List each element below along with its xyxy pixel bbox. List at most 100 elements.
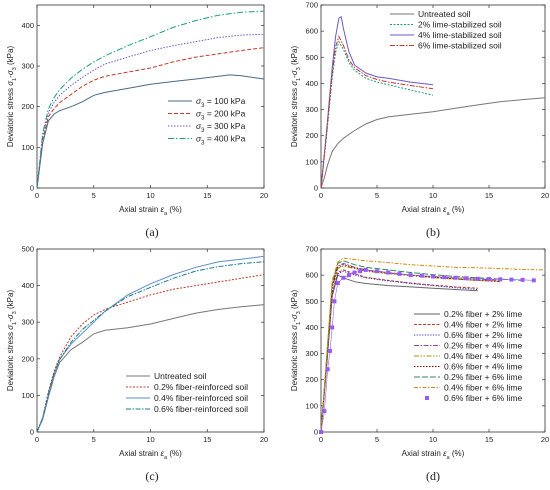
y-tick-label: 500 [21, 245, 34, 254]
data-point [375, 269, 379, 274]
legend-label: 0.6% fiber + 4% lime [444, 362, 522, 372]
y-tick-label: 600 [305, 271, 318, 280]
y-tick-label: 400 [305, 79, 318, 88]
data-point [442, 275, 447, 280]
y-tick-label: 100 [21, 391, 34, 400]
x-tick-label: 15 [485, 435, 493, 444]
y-tick-label: 200 [305, 375, 318, 384]
data-point [509, 277, 514, 282]
x-tick-label: 5 [375, 435, 379, 444]
data-point [327, 348, 332, 353]
panel-label: (b) [426, 225, 440, 239]
plot-frame [36, 4, 265, 189]
data-point [520, 277, 525, 282]
series-line [36, 47, 265, 189]
series-line [320, 270, 478, 433]
x-tick-label: 20 [260, 191, 268, 200]
series-line [36, 10, 265, 189]
y-tick-label: 100 [305, 157, 318, 166]
x-tick-label: 20 [541, 435, 549, 444]
legend-label: 0.2% fiber-reinforced soil [154, 382, 248, 392]
y-tick-label: 500 [305, 297, 318, 306]
legend-label: 0.2% fiber + 6% lime [444, 372, 522, 382]
y-axis-title: Deviatoric stress σ1-σ3 (kPa) [290, 46, 302, 148]
y-tick-label: 100 [21, 143, 34, 152]
series-line [36, 33, 265, 189]
data-point [363, 267, 368, 272]
x-tick-label: 20 [541, 191, 549, 200]
x-tick-label: 0 [35, 191, 39, 200]
x-tick-label: 5 [375, 191, 379, 200]
x-tick-label: 15 [203, 191, 211, 200]
data-point [322, 409, 327, 414]
x-tick-label: 0 [319, 435, 323, 444]
x-tick-label: 0 [319, 191, 323, 200]
y-axis-title: Deviatoric stress σ1-σ3 (kPa) [6, 46, 18, 148]
data-point [431, 274, 435, 279]
data-point [498, 277, 503, 282]
data-point [358, 269, 363, 274]
data-point [453, 275, 458, 280]
y-tick-label: 0 [30, 184, 34, 193]
series-line [320, 257, 546, 433]
legend-label: 0.4% fiber-reinforced soil [154, 393, 248, 403]
series-line [320, 97, 546, 189]
x-tick-label: 0 [35, 435, 39, 444]
x-axis-title: Axial strain εa (%) [402, 449, 465, 461]
series-line [320, 40, 434, 189]
data-point [419, 273, 424, 278]
series-line [36, 304, 265, 433]
x-tick-label: 5 [92, 191, 96, 200]
y-tick-label: 200 [21, 102, 34, 111]
y-tick-label: 0 [314, 428, 318, 437]
legend-label: σ3 = 400 kPa [196, 134, 246, 147]
y-tick-label: 200 [21, 354, 34, 363]
data-point [325, 367, 330, 372]
x-axis-title: Axial strain εa (%) [119, 205, 182, 217]
y-tick-label: 300 [305, 105, 318, 114]
y-tick-label: 500 [305, 53, 318, 62]
y-tick-label: 300 [305, 349, 318, 358]
x-tick-label: 10 [429, 435, 437, 444]
data-point [531, 278, 536, 283]
x-tick-label: 10 [146, 191, 154, 200]
y-tick-label: 100 [305, 401, 318, 410]
data-point [408, 273, 413, 278]
data-point [352, 270, 357, 275]
y-tick-label: 200 [305, 131, 318, 140]
x-tick-label: 15 [203, 435, 211, 444]
x-tick-label: 5 [92, 435, 96, 444]
series-line [320, 16, 434, 189]
x-tick-label: 15 [485, 191, 493, 200]
y-tick-label: 0 [30, 428, 34, 437]
panel-label: (d) [426, 469, 440, 483]
x-tick-label: 10 [146, 435, 154, 444]
data-point [475, 276, 480, 281]
series-line [36, 74, 265, 189]
y-tick-label: 300 [21, 62, 34, 71]
data-point [341, 275, 346, 280]
legend-label: 2% lime-stabilized soil [418, 20, 502, 30]
legend-label: 0.2% fiber + 2% lime [444, 309, 522, 319]
legend-label: 0.6% fiber-reinforced soil [154, 404, 248, 414]
data-point [464, 276, 469, 281]
x-tick-label: 10 [429, 191, 437, 200]
legend-label: 0.2% fiber + 4% lime [444, 341, 522, 351]
legend-label: 6% lime-stabilized soil [418, 41, 502, 51]
legend-label: σ3 = 200 kPa [196, 109, 246, 122]
legend-marker [425, 396, 429, 400]
legend-label: 0.4% fiber + 2% lime [444, 320, 522, 330]
legend-label: 4% lime-stabilized soil [418, 30, 502, 40]
data-point [319, 430, 323, 434]
x-axis-title: Axial strain εa (%) [119, 449, 182, 461]
panel-label: (a) [145, 225, 158, 239]
y-tick-label: 300 [21, 318, 34, 327]
legend-label: 0.4% fiber + 4% lime [444, 351, 522, 361]
legend-label: Untreated soil [154, 371, 207, 381]
